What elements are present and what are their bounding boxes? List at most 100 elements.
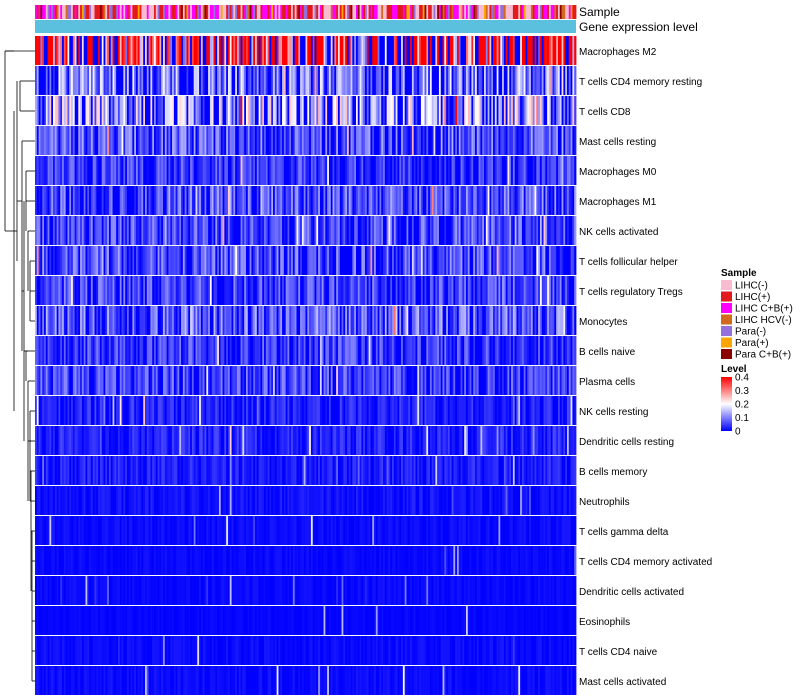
- sample-annotation-cell: [141, 5, 144, 19]
- heatmap-cell: [83, 156, 86, 185]
- heatmap-cell: [554, 306, 557, 335]
- sample-annotation-cell: [199, 5, 202, 19]
- heatmap-cell: [447, 96, 451, 125]
- heatmap-cell: [164, 186, 168, 215]
- heatmap-cell: [72, 66, 76, 95]
- heatmap-cell: [449, 306, 452, 335]
- heatmap-cell: [170, 486, 173, 515]
- heatmap-cell: [473, 306, 476, 335]
- heatmap-cell: [58, 396, 61, 425]
- heatmap-cell: [393, 66, 397, 95]
- sample-annotation-cell: [377, 5, 380, 19]
- heatmap-cell: [280, 456, 283, 485]
- heatmap-cell: [282, 246, 285, 275]
- heatmap-cell: [336, 96, 339, 125]
- heatmap-cell: [255, 426, 258, 455]
- heatmap-cell: [422, 336, 425, 365]
- heatmap-cell: [112, 276, 115, 305]
- heatmap-cell: [527, 306, 530, 335]
- sample-annotation-cell: [229, 5, 232, 19]
- heatmap-cell: [135, 126, 139, 155]
- heatmap-cell: [215, 396, 218, 425]
- heatmap-cell: [300, 276, 303, 305]
- heatmap-cell: [217, 96, 220, 125]
- heatmap-cell: [47, 96, 50, 125]
- heatmap-cell: [135, 276, 139, 305]
- heatmap-cell: [227, 126, 231, 155]
- heatmap-cell: [244, 216, 247, 245]
- heatmap-cell: [516, 396, 519, 425]
- heatmap-cell: [518, 336, 521, 365]
- heatmap-cell: [60, 126, 63, 155]
- heatmap-cell: [327, 156, 330, 185]
- heatmap-cell: [206, 486, 209, 515]
- heatmap-cell: [386, 126, 389, 155]
- heatmap-cell: [458, 216, 461, 245]
- sample-annotation-cell: [370, 5, 373, 19]
- heatmap-cell: [465, 216, 469, 245]
- sample-annotation-cell: [209, 5, 213, 19]
- heatmap-cell: [143, 126, 146, 155]
- heatmap-cell: [536, 396, 539, 425]
- heatmap-cell: [493, 396, 496, 425]
- heatmap-cell: [301, 366, 305, 395]
- heatmap-cell: [334, 276, 337, 305]
- heatmap-cell: [377, 36, 380, 65]
- heatmap-cell: [415, 306, 418, 335]
- heatmap-cell: [99, 336, 103, 365]
- heatmap-cell: [65, 126, 68, 155]
- heatmap-cell: [112, 216, 115, 245]
- heatmap-cell: [330, 396, 333, 425]
- heatmap-cell: [359, 66, 362, 95]
- heatmap-cell: [65, 276, 68, 305]
- heatmap-cell: [188, 66, 191, 95]
- heatmap-cell: [467, 396, 471, 425]
- heatmap-cell: [464, 96, 467, 125]
- heatmap-cell: [213, 486, 216, 515]
- heatmap-cell: [108, 156, 112, 185]
- heatmap-cell: [283, 246, 287, 275]
- heatmap-cell: [134, 96, 137, 125]
- heatmap-cell: [139, 66, 142, 95]
- heatmap-cell: [80, 216, 83, 245]
- heatmap-cell: [134, 306, 137, 335]
- heatmap-cell: [217, 216, 220, 245]
- heatmap-cell: [240, 366, 243, 395]
- heatmap-cell: [379, 396, 382, 425]
- heatmap-cell: [36, 66, 40, 95]
- heatmap-cell: [172, 36, 175, 65]
- heatmap-cell: [410, 246, 413, 275]
- heatmap-cell: [514, 66, 517, 95]
- heatmap-cell: [399, 216, 402, 245]
- heatmap-cell: [388, 456, 391, 485]
- heatmap-cell: [256, 396, 260, 425]
- heatmap-cell: [83, 66, 86, 95]
- heatmap-cell: [388, 186, 391, 215]
- heatmap-cell: [566, 36, 570, 65]
- heatmap-cell: [172, 486, 175, 515]
- heatmap-cell: [381, 156, 384, 185]
- sample-annotation-cell: [119, 5, 122, 19]
- heatmap-cell: [556, 186, 559, 215]
- heatmap-cell: [116, 276, 119, 305]
- heatmap-cell: [154, 396, 157, 425]
- heatmap-cell: [354, 426, 357, 455]
- heatmap-cell: [175, 276, 178, 305]
- heatmap-cell: [179, 36, 182, 65]
- heatmap-cell: [134, 36, 137, 65]
- heatmap-cell: [410, 426, 413, 455]
- heatmap-cell: [480, 66, 483, 95]
- heatmap-cell: [465, 426, 469, 455]
- heatmap-cell: [330, 66, 333, 95]
- heatmap-cell: [303, 36, 306, 65]
- heatmap-cell: [471, 396, 474, 425]
- heatmap-cell: [247, 156, 250, 185]
- heatmap-cell: [132, 336, 135, 365]
- sample-annotation-cell: [236, 5, 240, 19]
- sample-annotation-cell: [296, 5, 299, 19]
- heatmap-cell: [247, 246, 250, 275]
- heatmap-cell: [496, 216, 499, 245]
- heatmap-cell: [54, 216, 58, 245]
- sample-annotation-cell: [529, 5, 532, 19]
- heatmap-cell: [496, 126, 499, 155]
